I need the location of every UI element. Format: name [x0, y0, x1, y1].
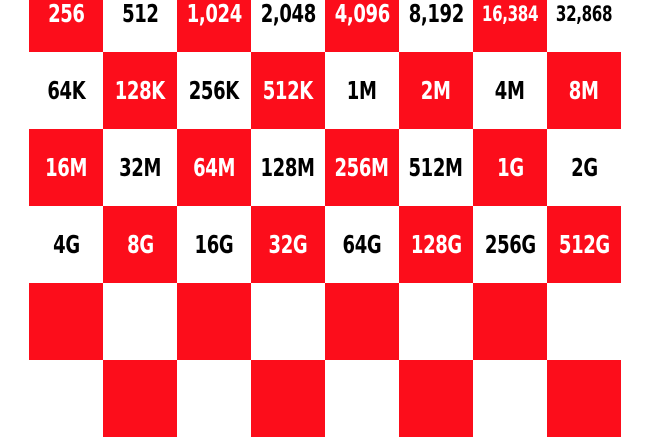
cell-label: 256K: [188, 76, 240, 105]
board-cell: 8G: [103, 206, 177, 283]
cell-label: 512K: [262, 76, 314, 105]
board-cell: 8M: [547, 52, 621, 129]
board-cell: [547, 360, 621, 437]
board-cell: [251, 360, 325, 437]
cell-label: 128K: [114, 76, 166, 105]
board-cell: 64M: [177, 129, 251, 206]
board-cell: [251, 283, 325, 360]
cell-label: 16M: [45, 153, 87, 182]
board-cell: 16M: [29, 129, 103, 206]
board-cell: [399, 283, 473, 360]
cell-label: 16,384: [481, 1, 539, 26]
cell-label: 1M: [347, 76, 377, 105]
cell-label: 128M: [260, 153, 316, 182]
board-cell: 128K: [103, 52, 177, 129]
board-cell: [547, 283, 621, 360]
cell-label: 2G: [570, 153, 598, 182]
board-cell: [177, 360, 251, 437]
board-cell: 512K: [251, 52, 325, 129]
board-cell: 512G: [547, 206, 621, 283]
board-cell: 256: [29, 0, 103, 52]
board-cell: 2,048: [251, 0, 325, 52]
board-cell: [325, 360, 399, 437]
cell-label: 8M: [569, 76, 599, 105]
board-cell: 2M: [399, 52, 473, 129]
board-cell: [473, 360, 547, 437]
board-cell: 512: [103, 0, 177, 52]
board-cell: [177, 283, 251, 360]
board-cell: 4G: [29, 206, 103, 283]
cell-label: 32G: [268, 230, 308, 259]
board-cell: [29, 360, 103, 437]
board-cell: 32M: [103, 129, 177, 206]
cell-label: 8G: [126, 230, 154, 259]
cell-label: 32M: [119, 153, 161, 182]
board-cell: 1G: [473, 129, 547, 206]
cell-label: 2M: [421, 76, 451, 105]
cell-label: 64G: [342, 230, 382, 259]
board-cell: 16G: [177, 206, 251, 283]
board-cell: [29, 283, 103, 360]
board-cell: 128G: [399, 206, 473, 283]
cell-label: 32,868: [555, 1, 613, 26]
board-cell: 1M: [325, 52, 399, 129]
board-cell: 256G: [473, 206, 547, 283]
board-cell: 8,192: [399, 0, 473, 52]
board-cell: [399, 360, 473, 437]
board-cell: [473, 283, 547, 360]
board-cell: 16,384: [473, 0, 547, 52]
cell-label: 1,024: [186, 0, 242, 28]
board-cell: 256M: [325, 129, 399, 206]
board-cell: [103, 283, 177, 360]
board-cell: 64G: [325, 206, 399, 283]
board-cell: 2G: [547, 129, 621, 206]
checkerboard: 256 512 1,024 2,048 4,096 8,192 16,384 32,868 64…: [29, 0, 621, 437]
board-cell: [325, 283, 399, 360]
cell-label: 128G: [410, 230, 462, 259]
board-cell: 4,096: [325, 0, 399, 52]
cell-label: 16G: [194, 230, 234, 259]
cell-label: 1G: [496, 153, 524, 182]
board-cell: 128M: [251, 129, 325, 206]
cell-label: 512M: [408, 153, 464, 182]
board-cell: 32G: [251, 206, 325, 283]
board-cell: 32,868: [547, 0, 621, 52]
cell-label: 256M: [334, 153, 390, 182]
board-cell: [103, 360, 177, 437]
cell-label: 4,096: [334, 0, 390, 28]
cell-label: 2,048: [260, 0, 316, 28]
cell-label: 64M: [193, 153, 235, 182]
board-cell: 256K: [177, 52, 251, 129]
cell-label: 256: [47, 0, 85, 28]
cell-label: 4M: [495, 76, 525, 105]
cell-label: 256G: [484, 230, 536, 259]
cell-label: 64K: [47, 76, 85, 105]
board-cell: 512M: [399, 129, 473, 206]
board-cell: 4M: [473, 52, 547, 129]
cell-label: 512G: [558, 230, 610, 259]
cell-label: 512: [121, 0, 159, 28]
cell-label: 4G: [52, 230, 80, 259]
board-cell: 64K: [29, 52, 103, 129]
cell-label: 8,192: [408, 0, 464, 28]
board-cell: 1,024: [177, 0, 251, 52]
